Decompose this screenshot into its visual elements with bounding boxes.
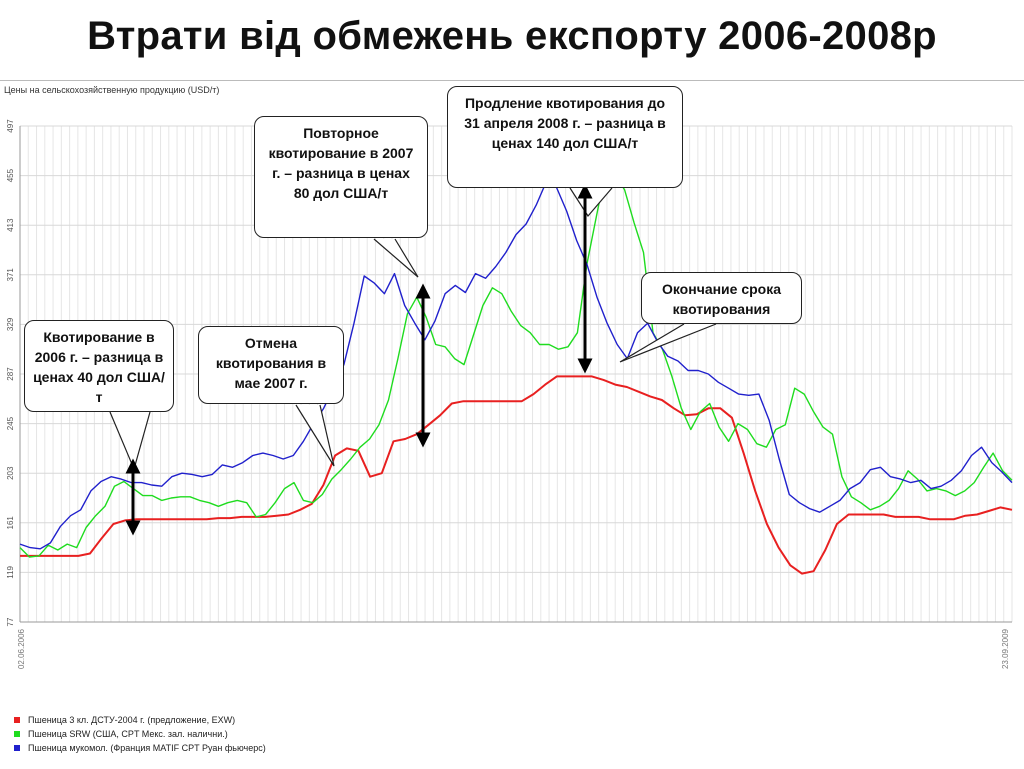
pointer-quota-2007 [373,238,419,278]
slide-title: Втрати від обмежень експорту 2006-2008р [87,14,937,58]
pointer-end-quota [619,323,717,363]
legend-item-red: Пшеница 3 кл. ДСТУ-2004 г. (предложение,… [14,713,266,727]
legend-label-blue: Пшеница мукомол. (Франция MATIF CPT Руан… [28,743,266,753]
pointer-cancel-2007 [295,404,335,467]
legend-label-green: Пшеница SRW (США, CPT Мекс. зал. налични… [28,729,228,739]
legend: Пшеница 3 кл. ДСТУ-2004 г. (предложение,… [14,713,266,755]
callout-quota-2006: Квотирование в 2006 г. – разница в ценах… [24,320,174,412]
y-axis: 77 119 161 203 245 287 329 371 413 455 497 [6,119,1012,626]
callout-end-quota: Окончание срока квотирования [641,272,802,324]
y-tick-label: 119 [6,565,15,578]
legend-item-green: Пшеница SRW (США, CPT Мекс. зал. налични… [14,727,266,741]
chart-frame: 77 119 161 203 245 287 329 371 413 455 497 02.06.2… [0,80,1024,769]
legend-swatch-blue [14,745,20,751]
price-difference-arrows [125,183,593,536]
y-tick-label: 77 [6,617,15,626]
callout-quota-2006-text: Квотирование в 2006 г. – разница в ценах… [33,329,165,405]
x-axis: 02.06.2006 23.09.2009 [17,628,1010,669]
callout-quota-2007: Повторное квотирование в 2007 г. – разни… [254,116,428,238]
y-tick-label: 287 [6,367,15,381]
y-tick-label: 413 [6,218,15,232]
callout-cancel-2007-text: Отмена квотирования в мае 2007 г. [215,335,327,391]
callout-extend-2008-text: Продление квотирования до 31 апреля 2008… [464,95,666,151]
y-tick-label: 497 [6,119,15,133]
callout-cancel-2007: Отмена квотирования в мае 2007 г. [198,326,344,404]
callout-extend-2008: Продление квотирования до 31 апреля 2008… [447,86,683,188]
series-line-red [20,375,1013,575]
x-tick-label: 02.06.2006 [17,628,26,669]
series-line-blue [19,180,1013,550]
y-tick-label: 203 [6,466,15,480]
price-chart: 77 119 161 203 245 287 329 371 413 455 497 02.06.2… [6,119,1013,669]
callout-quota-2007-text: Повторное квотирование в 2007 г. – разни… [268,125,414,201]
series-line-green [19,168,1013,558]
callout-end-quota-text: Окончание срока квотирования [661,281,782,317]
legend-item-blue: Пшеница мукомол. (Франция MATIF CPT Руан… [14,741,266,755]
legend-swatch-green [14,731,20,737]
y-tick-label: 161 [6,516,15,530]
x-tick-label: 23.09.2009 [1001,628,1010,669]
y-tick-label: 455 [6,168,15,182]
y-tick-label: 371 [6,268,15,282]
legend-swatch-red [14,717,20,723]
legend-label-red: Пшеница 3 кл. ДСТУ-2004 г. (предложение,… [28,715,236,725]
series-layer [19,168,1013,575]
chart-header: Цены на сельскохозяйственную продукцию (… [4,85,220,95]
pointer-extend-2008 [569,187,613,218]
callout-pointers [109,187,717,471]
y-tick-label: 245 [6,416,15,430]
y-tick-label: 329 [6,317,15,331]
